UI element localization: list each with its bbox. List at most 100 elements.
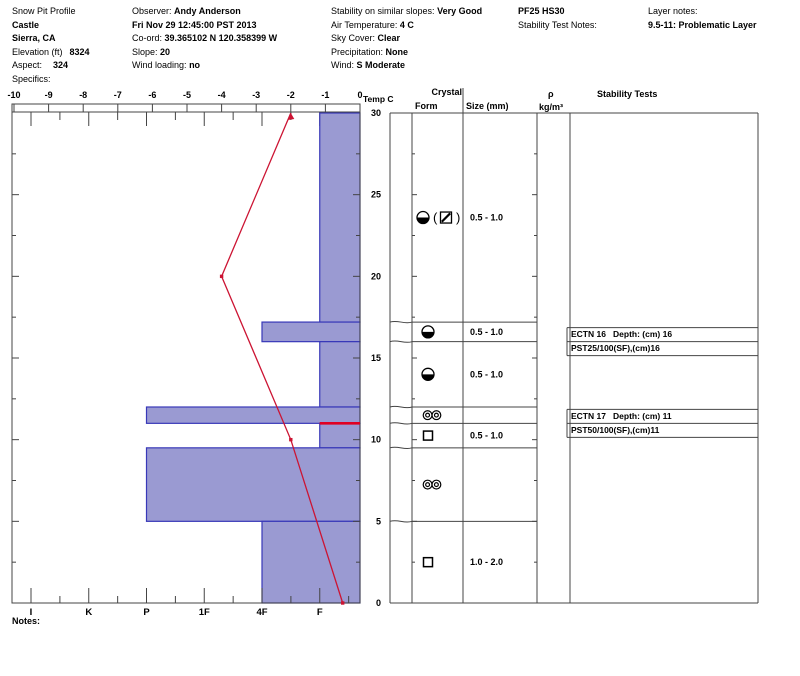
- layer-bar: [319, 422, 361, 449]
- temperature-line: [220, 112, 344, 604]
- site-name: Castle: [12, 19, 40, 30]
- temp-tick-label: 0: [357, 90, 362, 100]
- layer-bar: [145, 406, 361, 424]
- temp-tick-label: -9: [45, 90, 53, 100]
- slope-value: 20: [160, 46, 171, 57]
- sky-cover-label: Sky Cover:: [331, 33, 376, 44]
- temp-tick-label: -7: [114, 90, 122, 100]
- layer-notes-label: Layer notes:: [648, 6, 698, 16]
- stability-tests-header: Stability Tests: [597, 89, 657, 99]
- layer-bar: [145, 447, 361, 522]
- coord-label: Co-ord:: [132, 33, 163, 44]
- observer-label: Observer:: [132, 6, 172, 16]
- layer-bar: [319, 112, 361, 323]
- air-temp-value: 4 C: [399, 19, 414, 30]
- precipitation-value: None: [385, 46, 409, 57]
- grain-size-label: 0.5 - 1.0: [470, 369, 503, 379]
- layer-connector: [389, 422, 413, 425]
- stability-test-label: PST25/100(SF),(cm)16: [571, 343, 660, 354]
- header-column-site: Snow Pit Profile Castle Sierra, CA Eleva…: [12, 5, 90, 87]
- depth-label: 30: [371, 108, 381, 118]
- coord-value: 39.365102 N 120.358399 W: [164, 33, 278, 44]
- clustered-rounds-icon-inner: [425, 482, 431, 488]
- hardness-label: I: [30, 607, 33, 618]
- layer-connector: [389, 340, 413, 343]
- hardness-label: 4F: [256, 607, 267, 618]
- temperature-point: [341, 601, 345, 605]
- temp-tick-label: -5: [183, 90, 191, 100]
- hardness-label: K: [85, 607, 92, 618]
- stability-label: Stability on similar slopes:: [331, 6, 435, 16]
- temperature-line-arrow: [287, 113, 295, 120]
- datetime-value: Fri Nov 29 12:45:00 PST 2013: [132, 19, 257, 30]
- page-title: Snow Pit Profile: [12, 6, 76, 16]
- paren-open: (: [433, 210, 438, 225]
- temp-axis-title: Temp C: [363, 94, 394, 104]
- facet-icon: [422, 556, 434, 568]
- mixed-facet-diagonal: [441, 212, 451, 223]
- size-column-header: Size (mm): [466, 101, 509, 111]
- depth-label: 20: [371, 271, 381, 281]
- density-unit-header: kg/m³: [539, 102, 563, 112]
- elevation-label: Elevation (ft): [12, 46, 63, 57]
- density-symbol-header: ρ: [548, 89, 554, 99]
- temp-tick-label: -3: [252, 90, 260, 100]
- temp-tick-label: -4: [218, 90, 226, 100]
- depth-label: 0: [376, 598, 381, 608]
- layer-connector: [389, 520, 413, 523]
- elevation-value: 8324: [69, 46, 90, 57]
- layer-notes-value: 9.5-11: Problematic Layer: [648, 19, 757, 30]
- clustered-rounds-icon: [422, 410, 433, 421]
- temp-scale-strip: [11, 103, 361, 113]
- depth-label: 5: [376, 516, 381, 526]
- clustered-rounds-icon-inner: [433, 412, 439, 418]
- grain-size-label: 1.0 - 2.0: [470, 557, 503, 567]
- specifics-label: Specifics:: [12, 73, 51, 84]
- stability-test-label: ECTN 17 Depth: (cm) 11: [571, 410, 672, 421]
- wind-label: Wind:: [331, 60, 355, 71]
- clustered-rounds-icon: [431, 410, 442, 421]
- form-column-header: Form: [415, 101, 438, 111]
- depth-label: 15: [371, 353, 381, 363]
- layer-connector: [389, 320, 413, 324]
- slope-label: Slope:: [132, 46, 158, 57]
- wind-value: S Moderate: [356, 60, 406, 71]
- header-column-tests: PF25 HS30 Stability Test Notes:: [518, 5, 597, 32]
- temp-tick-label: -6: [148, 90, 156, 100]
- temperature-point: [289, 437, 293, 442]
- depth-label: 25: [371, 190, 381, 200]
- stability-test-notes-label: Stability Test Notes:: [518, 19, 597, 30]
- clustered-rounds-icon: [431, 479, 442, 490]
- paren-close: ): [456, 210, 460, 225]
- layer-bar: [319, 341, 361, 408]
- pf-hs-value: PF25 HS30: [518, 6, 565, 16]
- facet-icon: [422, 430, 434, 441]
- stability-test-label: ECTN 16 Depth: (cm) 16: [571, 329, 673, 340]
- melt-freeze-icon-fill: [422, 374, 434, 381]
- clustered-rounds-icon: [422, 479, 433, 490]
- depth-label: 10: [371, 435, 381, 445]
- header-column-layer-notes: Layer notes: 9.5-11: Problematic Layer: [648, 5, 757, 32]
- header-column-conditions: Stability on similar slopes: Very Good A…: [331, 5, 482, 73]
- layer-connector: [389, 446, 413, 450]
- temperature-point: [219, 274, 224, 279]
- melt-freeze-icon-fill: [422, 331, 434, 338]
- temp-tick-label: -2: [287, 90, 295, 100]
- layer-bar: [261, 321, 361, 343]
- precipitation-label: Precipitation:: [331, 46, 384, 57]
- temp-tick-label: -1: [321, 90, 329, 100]
- temp-tick-label: -10: [7, 90, 20, 100]
- sky-cover-value: Clear: [377, 33, 401, 44]
- clustered-rounds-icon-inner: [433, 482, 439, 488]
- crystal-column-header: Crystal: [431, 87, 462, 97]
- grain-size-label: 0.5 - 1.0: [470, 213, 503, 223]
- aspect-value: 324: [53, 60, 69, 71]
- site-region: Sierra, CA: [12, 33, 56, 44]
- air-temp-label: Air Temperature:: [331, 19, 398, 30]
- clustered-rounds-icon-inner: [425, 412, 431, 418]
- notes-label: Notes:: [12, 616, 41, 626]
- wind-loading-label: Wind loading:: [132, 60, 187, 71]
- temp-tick-label: -8: [79, 90, 87, 100]
